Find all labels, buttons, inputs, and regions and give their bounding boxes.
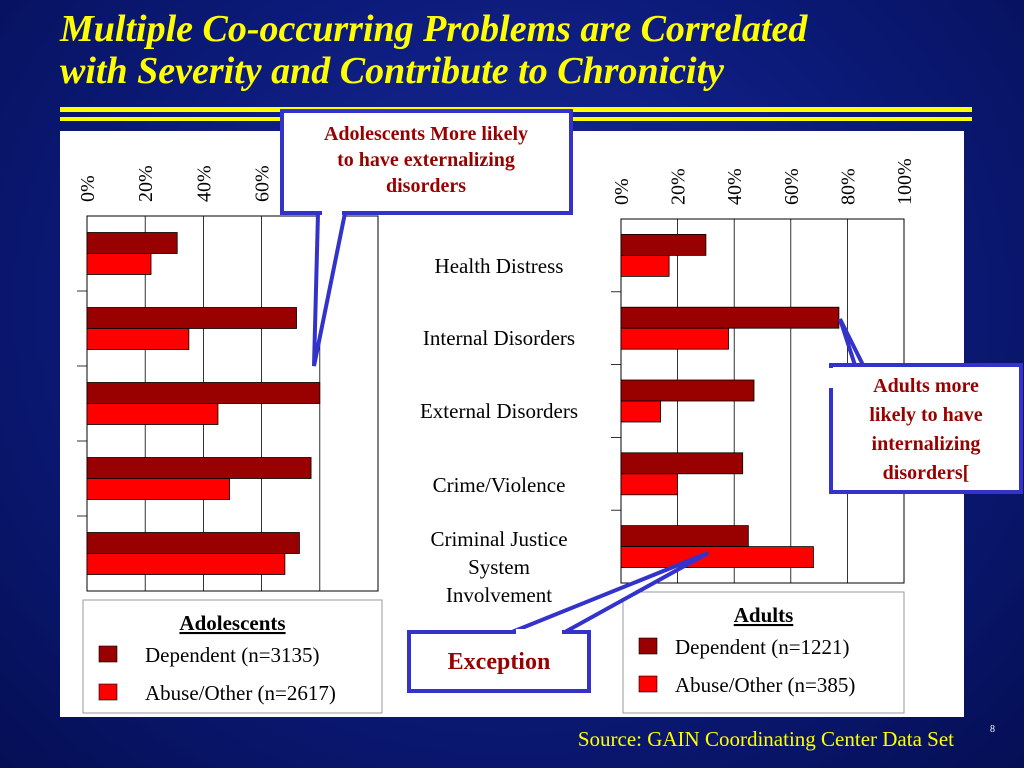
adolescents-bar-abuse [86,253,152,275]
adolescents-tick-label: 40% [193,165,215,202]
adolescents-legend-swatch [98,645,118,663]
adults-bar-dependent [620,452,744,475]
title-line-1: Multiple Co-occurring Problems are Corre… [60,8,808,50]
adolescents-bar-dependent [86,232,178,254]
adults-legend-label: Abuse/Other (n=385) [675,673,855,697]
category-label: Involvement [446,583,552,607]
adolescents-callout-text: disorders [386,175,466,197]
adults-bar-abuse [620,254,670,277]
adults-callout-text: likely to have [869,404,982,426]
adolescents-legend-title: Adolescents [179,611,285,635]
adolescents-bar-abuse [86,553,286,575]
adolescents-bar-dependent [86,457,312,479]
adults-bar-abuse [620,327,729,350]
adolescents-callout-box [280,109,573,215]
adults-callout-text: Adults more [873,375,979,397]
adults-legend-swatch [638,675,658,693]
adolescents-tick-label: 20% [135,165,157,202]
category-label: Internal Disorders [423,326,575,350]
adults-bar-abuse [620,400,662,423]
adolescents-tick-label: 60% [252,165,274,202]
adolescents-bar-abuse [86,403,219,425]
adolescents-legend-swatch [98,683,118,701]
page-number: 8 [990,724,995,735]
adolescents-legend-label: Dependent (n=3135) [145,643,320,667]
adolescents-legend-label: Abuse/Other (n=2617) [145,681,336,705]
exception-callout-text: Exception [448,649,551,675]
exception-callout-box [407,630,591,693]
adolescents-bar-abuse [86,478,230,500]
adults-callout-joint [828,368,836,388]
adolescents-bar-dependent [86,307,297,329]
category-label: Health Distress [435,254,564,278]
adults-legend-box [622,591,905,714]
adults-bar-dependent [620,233,707,256]
adults-tick-label: 80% [837,168,859,205]
legends: Adolescents Dependent (n=3135) Abuse/Other… [82,591,905,714]
adults-legend-label: Dependent (n=1221) [675,635,850,659]
adults-bar-abuse [620,473,678,496]
adults-tick-label: 60% [781,168,803,205]
category-label: Crime/Violence [433,473,566,497]
adults-legend-swatch [638,637,658,655]
category-label: System [468,555,530,579]
adults-callout-box [829,363,1023,494]
slide-title: Multiple Co-occurring Problems are Corre… [60,8,1000,92]
adults-callout-text: disorders[ [883,462,970,484]
adults-callout-text: internalizing [872,433,981,455]
adults-bar-dependent [620,379,755,402]
adolescents-chart: 0%20%40%60%80%100% [77,155,390,592]
adolescents-bar-abuse [86,328,190,350]
adults-tick-label: 100% [894,158,916,205]
adolescents-callout-joint [322,209,342,215]
adolescents-legend-box [82,599,383,714]
adults-bar-dependent [620,306,840,329]
adults-tick-label: 0% [611,178,633,205]
title-line-2: with Severity and Contribute to Chronici… [60,50,725,92]
adults-legend-title: Adults [734,603,794,627]
adults-bar-dependent [620,525,749,547]
category-labels: Health Distress Internal Disorders Externa… [420,254,578,607]
adolescents-tick-label: 0% [77,175,99,202]
adolescents-callout-text: to have externalizing [337,149,515,171]
adolescents-bar-dependent [86,532,300,554]
adolescents-bar-dependent [86,382,321,404]
callouts: Adolescents More likely to have externali… [280,109,1023,693]
adults-tick-label: 40% [724,168,746,205]
exception-callout-joint [516,629,562,635]
adolescents-callout-text: Adolescents More likely [324,123,528,145]
source-note: Source: GAIN Coordinating Center Data Se… [577,727,954,751]
adults-bar-abuse [620,546,814,568]
category-label: Criminal Justice [430,527,567,551]
category-label: External Disorders [420,399,578,423]
adults-tick-label: 20% [668,168,690,205]
